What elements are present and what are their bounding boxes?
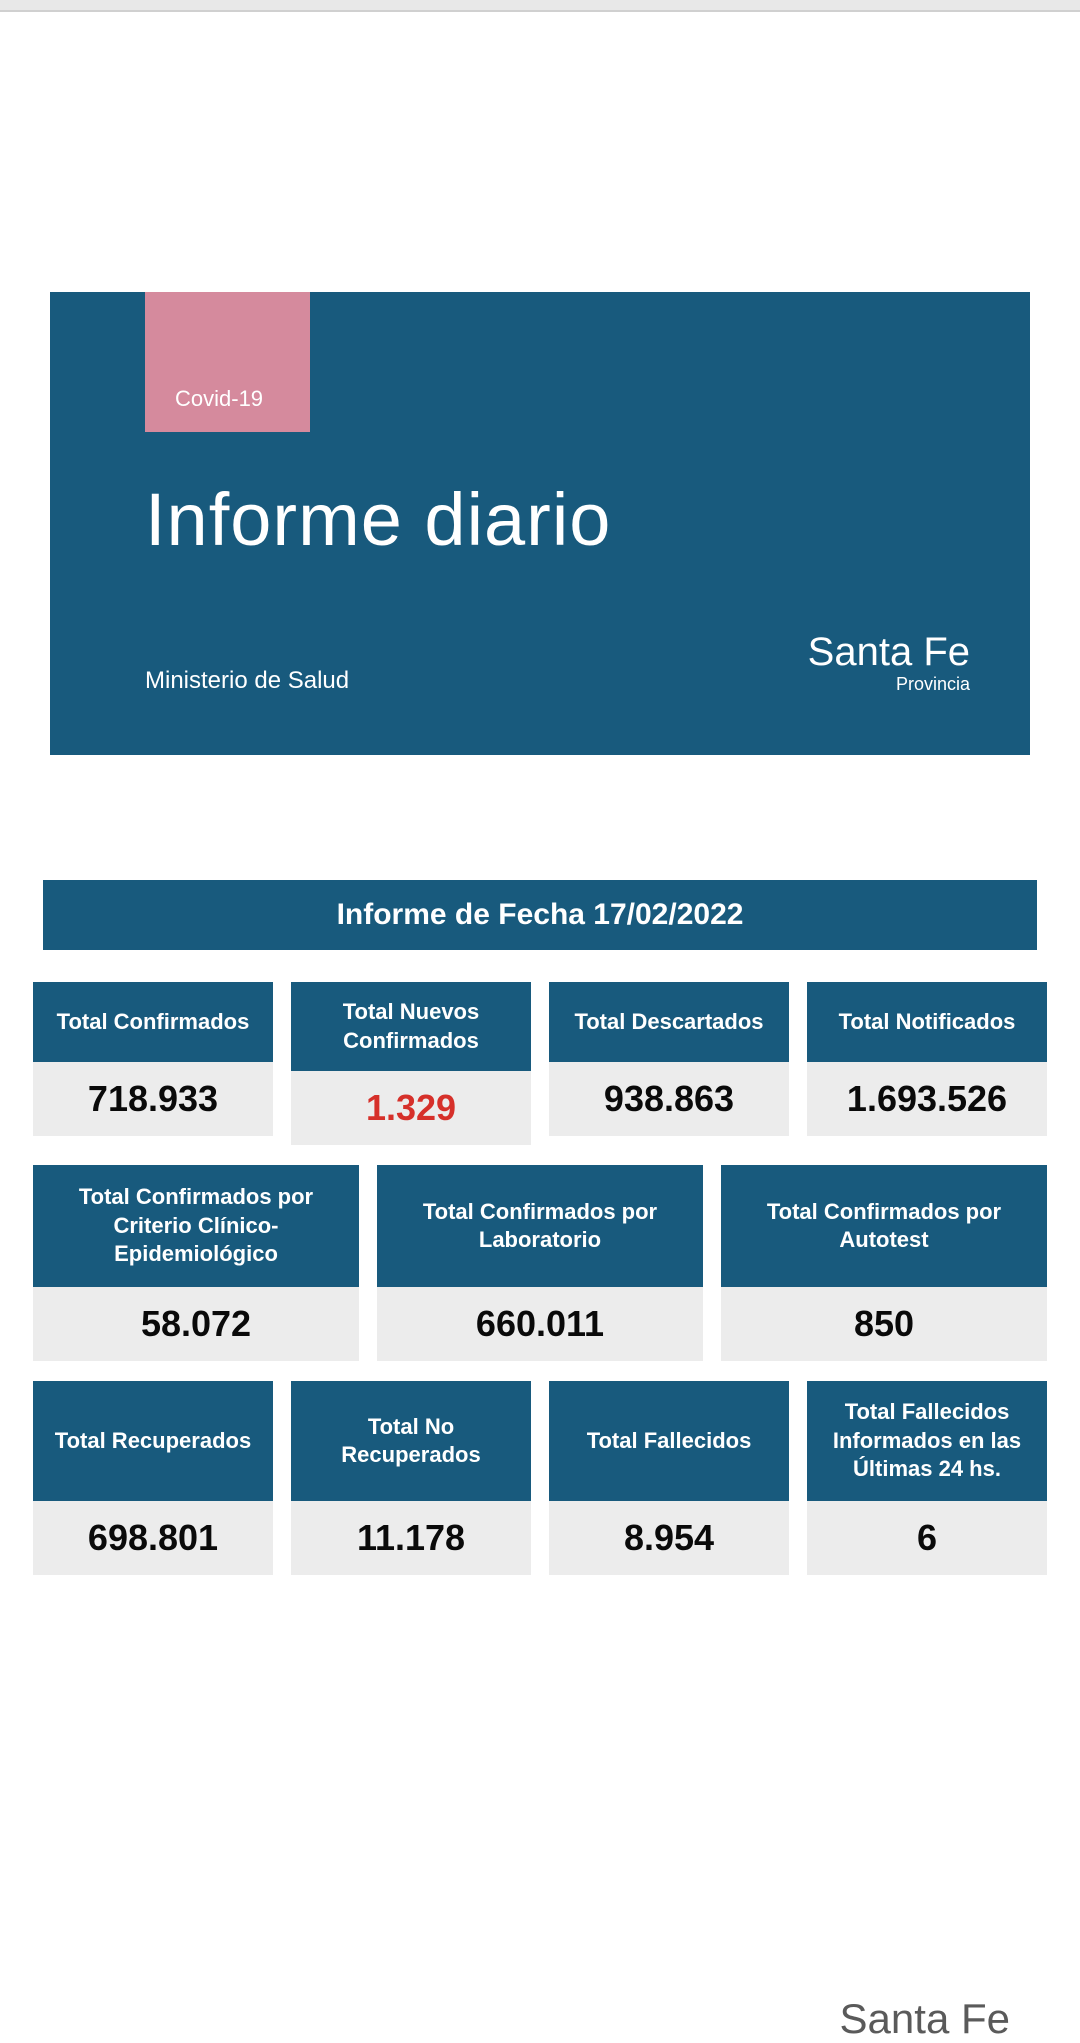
stat-value-highlight: 1.329 — [291, 1071, 531, 1145]
footer-logo: Santa Fe — [840, 1995, 1010, 2043]
stat-label: Total Descartados — [549, 982, 789, 1062]
covid-badge: Covid-19 — [145, 292, 310, 432]
stat-value: 58.072 — [33, 1287, 359, 1361]
stat-label: Total Confirmados por Autotest — [721, 1165, 1047, 1287]
stat-cell: Total Notificados 1.693.526 — [807, 982, 1047, 1145]
stats-row-1: Total Confirmados 718.933 Total Nuevos C… — [33, 982, 1047, 1145]
logo-sub-text: Provincia — [808, 674, 970, 695]
stat-cell: Total Confirmados por Autotest 850 — [721, 1165, 1047, 1361]
stat-value: 8.954 — [549, 1501, 789, 1575]
stats-container: Total Confirmados 718.933 Total Nuevos C… — [33, 982, 1047, 1575]
stat-value: 718.933 — [33, 1062, 273, 1136]
stat-cell: Total No Recuperados 11.178 — [291, 1381, 531, 1575]
stat-cell: Total Recuperados 698.801 — [33, 1381, 273, 1575]
stat-value: 698.801 — [33, 1501, 273, 1575]
stat-label: Total Recuperados — [33, 1381, 273, 1501]
stat-label: Total Confirmados por Criterio Clínico-E… — [33, 1165, 359, 1287]
footer-area: Santa Fe — [70, 1995, 1010, 2043]
stat-value: 938.863 — [549, 1062, 789, 1136]
stat-label: Total Confirmados por Laboratorio — [377, 1165, 703, 1287]
page-container: Covid-19 Informe diario Ministerio de Sa… — [0, 12, 1080, 2043]
stat-cell: Total Fallecidos 8.954 — [549, 1381, 789, 1575]
stat-value: 850 — [721, 1287, 1047, 1361]
stat-label: Total No Recuperados — [291, 1381, 531, 1501]
santa-fe-logo: Santa Fe Provincia — [808, 632, 970, 695]
stat-label: Total Notificados — [807, 982, 1047, 1062]
stat-value: 1.693.526 — [807, 1062, 1047, 1136]
stat-label: Total Fallecidos — [549, 1381, 789, 1501]
stat-label: Total Fallecidos Informados en las Últim… — [807, 1381, 1047, 1501]
stat-cell: Total Confirmados por Laboratorio 660.01… — [377, 1165, 703, 1361]
stat-cell: Total Confirmados 718.933 — [33, 982, 273, 1145]
header-bottom-row: Ministerio de Salud Santa Fe Provincia — [145, 632, 970, 695]
date-bar: Informe de Fecha 17/02/2022 — [43, 880, 1037, 950]
badge-text: Covid-19 — [175, 386, 263, 412]
logo-main-text: Santa Fe — [808, 632, 970, 672]
header-card: Covid-19 Informe diario Ministerio de Sa… — [50, 292, 1030, 755]
stats-row-3: Total Recuperados 698.801 Total No Recup… — [33, 1381, 1047, 1575]
stats-row-2: Total Confirmados por Criterio Clínico-E… — [33, 1165, 1047, 1361]
stat-value: 11.178 — [291, 1501, 531, 1575]
report-title: Informe diario — [145, 477, 1030, 562]
stat-cell: Total Fallecidos Informados en las Últim… — [807, 1381, 1047, 1575]
stat-label: Total Nuevos Confirmados — [291, 982, 531, 1071]
stat-value: 6 — [807, 1501, 1047, 1575]
stat-cell: Total Descartados 938.863 — [549, 982, 789, 1145]
stat-value: 660.011 — [377, 1287, 703, 1361]
browser-top-bar — [0, 0, 1080, 12]
stat-label: Total Confirmados — [33, 982, 273, 1062]
stat-cell: Total Nuevos Confirmados 1.329 — [291, 982, 531, 1145]
ministry-label: Ministerio de Salud — [145, 667, 349, 695]
stat-cell: Total Confirmados por Criterio Clínico-E… — [33, 1165, 359, 1361]
